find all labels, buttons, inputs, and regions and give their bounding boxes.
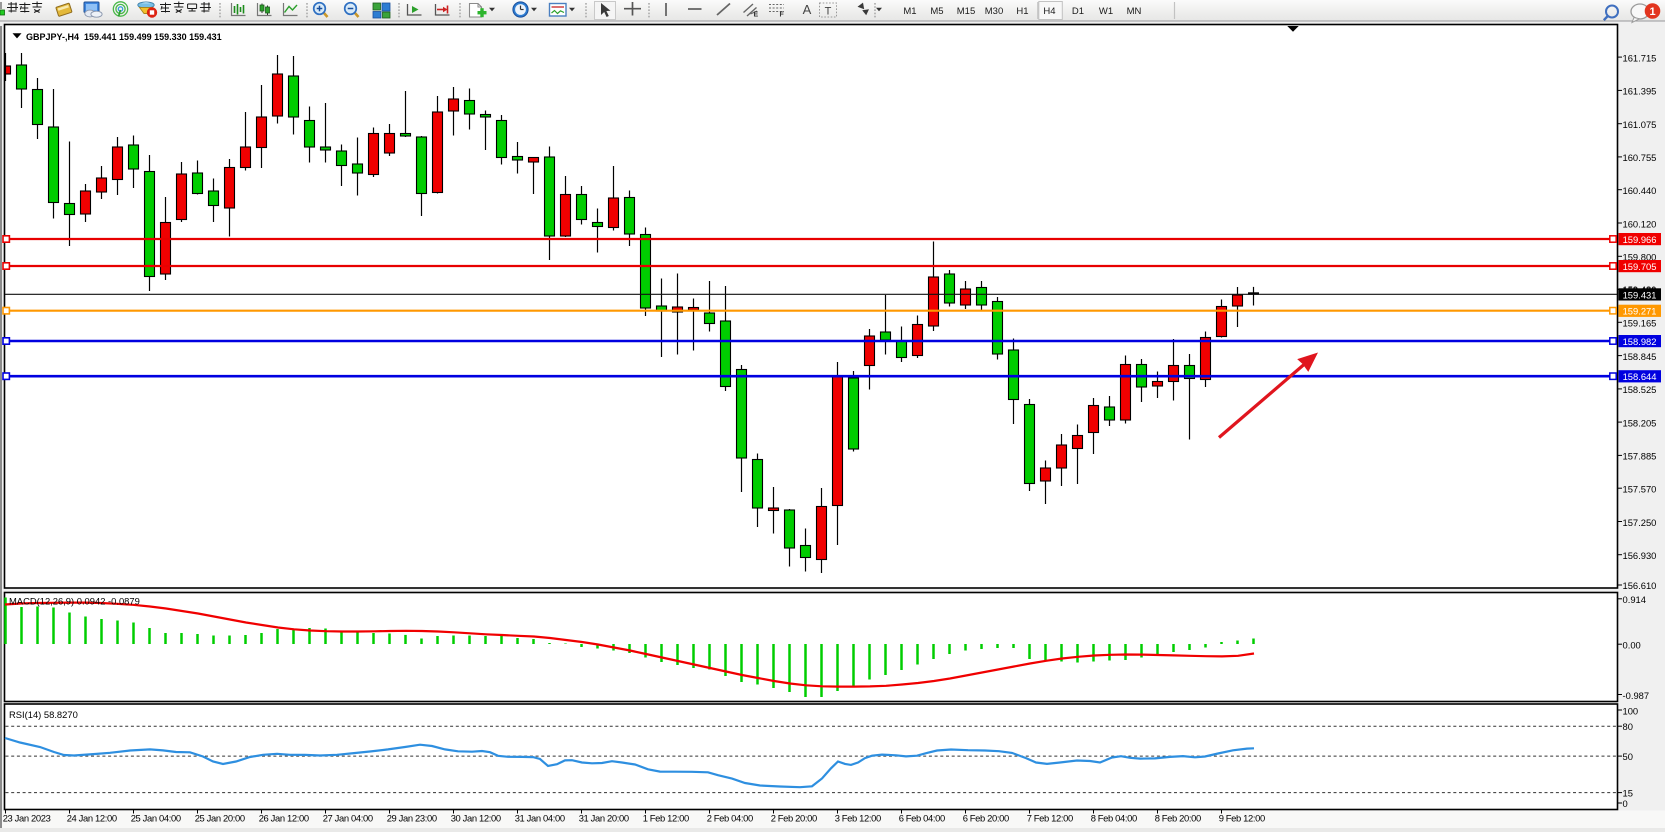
svg-text:160.440: 160.440 <box>1623 185 1657 196</box>
svg-text:3 Feb 12:00: 3 Feb 12:00 <box>835 813 881 824</box>
svg-text:158.525: 158.525 <box>1623 384 1657 395</box>
svg-text:15: 15 <box>1623 787 1633 798</box>
svg-text:25 Jan 20:00: 25 Jan 20:00 <box>195 813 245 824</box>
svg-text:0.914: 0.914 <box>1623 594 1646 605</box>
svg-text:31 Jan 20:00: 31 Jan 20:00 <box>579 813 629 824</box>
svg-text:6 Feb 04:00: 6 Feb 04:00 <box>899 813 945 824</box>
svg-text:T: T <box>825 6 832 18</box>
svg-text:M15: M15 <box>957 6 975 17</box>
svg-text:157.885: 157.885 <box>1623 451 1657 462</box>
svg-text:30 Jan 12:00: 30 Jan 12:00 <box>451 813 501 824</box>
svg-text:1: 1 <box>1649 6 1655 18</box>
svg-text:158.644: 158.644 <box>1623 371 1657 382</box>
svg-text:7 Feb 12:00: 7 Feb 12:00 <box>1027 813 1073 824</box>
svg-text:156.930: 156.930 <box>1623 550 1657 561</box>
svg-text:GBPJPY-,H4 159.441 159.499 15: GBPJPY-,H4 159.441 159.499 159.330 159.4… <box>26 32 222 42</box>
svg-text:8 Feb 04:00: 8 Feb 04:00 <box>1091 813 1137 824</box>
svg-text:6 Feb 20:00: 6 Feb 20:00 <box>963 813 1009 824</box>
svg-text:M5: M5 <box>930 6 943 17</box>
svg-text:159.165: 159.165 <box>1623 318 1657 329</box>
svg-text:MN: MN <box>1127 6 1142 17</box>
svg-text:RSI(14) 58.8270: RSI(14) 58.8270 <box>9 709 78 720</box>
svg-text:D1: D1 <box>1072 6 1084 17</box>
svg-text:158.205: 158.205 <box>1623 417 1657 428</box>
svg-text:157.570: 157.570 <box>1623 484 1657 495</box>
svg-text:24 Jan 12:00: 24 Jan 12:00 <box>67 813 117 824</box>
svg-text:2 Feb 20:00: 2 Feb 20:00 <box>771 813 817 824</box>
svg-text:50: 50 <box>1623 751 1633 762</box>
svg-text:159.271: 159.271 <box>1623 306 1657 317</box>
svg-text:158.845: 158.845 <box>1623 351 1657 362</box>
svg-text:157.250: 157.250 <box>1623 517 1657 528</box>
svg-text:-0.987: -0.987 <box>1623 690 1650 701</box>
svg-text:159.966: 159.966 <box>1623 234 1657 245</box>
svg-text:E: E <box>754 12 759 19</box>
svg-text:160.755: 160.755 <box>1623 152 1657 163</box>
svg-text:W1: W1 <box>1099 6 1113 17</box>
svg-text:H4: H4 <box>1043 6 1055 17</box>
svg-text:161.075: 161.075 <box>1623 119 1657 130</box>
svg-text:159.705: 159.705 <box>1623 261 1657 272</box>
svg-text:158.982: 158.982 <box>1623 336 1657 347</box>
svg-text:23 Jan 2023: 23 Jan 2023 <box>3 813 51 824</box>
svg-text:8 Feb 20:00: 8 Feb 20:00 <box>1155 813 1201 824</box>
svg-text:156.610: 156.610 <box>1623 580 1657 591</box>
svg-text:27 Jan 04:00: 27 Jan 04:00 <box>323 813 373 824</box>
svg-text:26 Jan 12:00: 26 Jan 12:00 <box>259 813 309 824</box>
svg-text:M1: M1 <box>903 6 916 17</box>
svg-text:9 Feb 12:00: 9 Feb 12:00 <box>1219 813 1265 824</box>
svg-text:161.395: 161.395 <box>1623 86 1657 97</box>
svg-text:159.431: 159.431 <box>1623 289 1657 300</box>
svg-text:159.800: 159.800 <box>1623 252 1657 263</box>
svg-text:1 Feb 12:00: 1 Feb 12:00 <box>643 813 689 824</box>
svg-text:160.120: 160.120 <box>1623 218 1657 229</box>
svg-text:31 Jan 04:00: 31 Jan 04:00 <box>515 813 565 824</box>
svg-text:2 Feb 04:00: 2 Feb 04:00 <box>707 813 753 824</box>
svg-text:29 Jan 23:00: 29 Jan 23:00 <box>387 813 437 824</box>
svg-text:161.715: 161.715 <box>1623 52 1657 63</box>
svg-text:0: 0 <box>1623 798 1628 809</box>
svg-text:MACD(12,26,9) 0.0942 -0.0879: MACD(12,26,9) 0.0942 -0.0879 <box>9 596 140 607</box>
svg-text:H1: H1 <box>1016 6 1028 17</box>
svg-text:M30: M30 <box>985 6 1003 17</box>
svg-text:0.00: 0.00 <box>1623 640 1641 651</box>
svg-text:80: 80 <box>1623 721 1633 732</box>
svg-text:A: A <box>803 2 812 17</box>
svg-text:25 Jan 04:00: 25 Jan 04:00 <box>131 813 181 824</box>
svg-text:F: F <box>780 12 785 19</box>
svg-text:100: 100 <box>1623 706 1639 717</box>
